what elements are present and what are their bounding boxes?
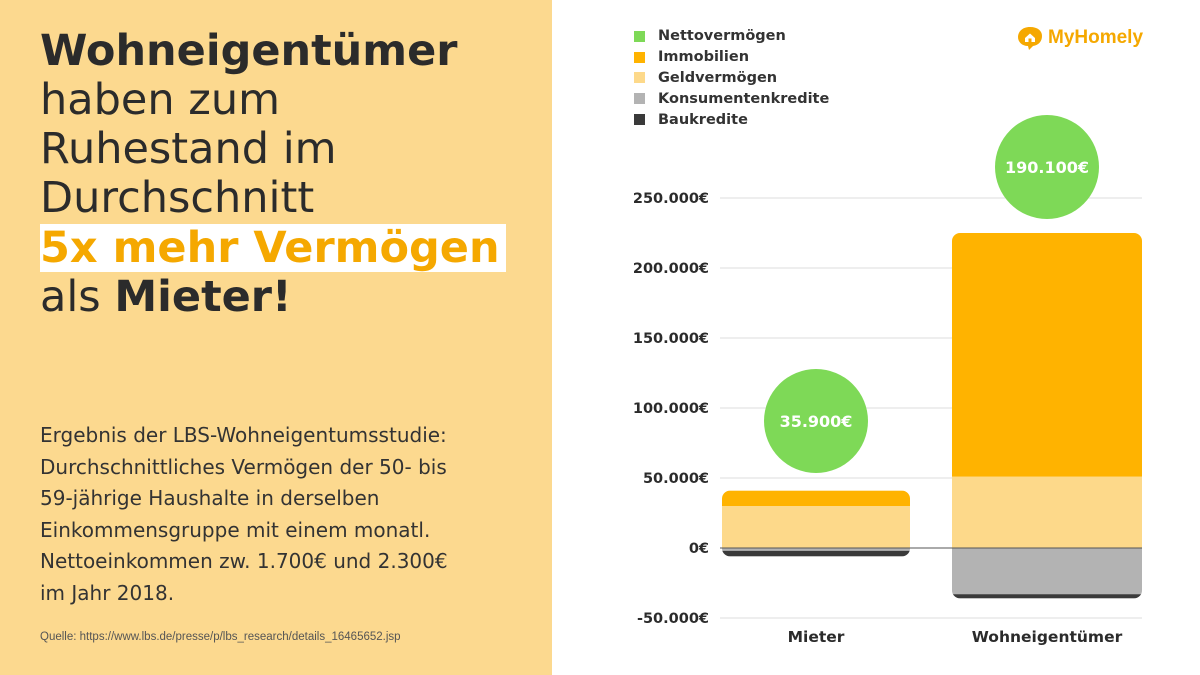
legend-item: Geldvermögen (634, 68, 829, 89)
headline: Wohneigentümer haben zum Ruhestand im Du… (40, 27, 540, 322)
legend-swatch (634, 114, 645, 126)
bar-stack (952, 233, 1142, 599)
legend-label: Baukredite (658, 111, 748, 128)
source-citation: Quelle: https://www.lbs.de/presse/p/lbs_… (40, 631, 401, 643)
body-line-2: Durchschnittliches Vermögen der 50- bis (40, 454, 447, 479)
body-line-6: im Jahr 2018. (40, 580, 175, 605)
bar-segment (952, 548, 1142, 595)
headline-line-1: Wohneigentümer (40, 26, 458, 76)
logo: MyHomely (1016, 25, 1143, 51)
chart-legend: Nettovermögen Immobilien Geldvermögen Konsu… (634, 26, 829, 130)
legend-item: Baukredite (634, 109, 829, 130)
headline-line-4: Durchschnitt (40, 173, 315, 223)
y-tick-label: 250.000€ (633, 191, 709, 207)
legend-label: Nettovermögen (658, 28, 786, 45)
net-bubble (995, 115, 1099, 219)
logo-text: MyHomely (1048, 27, 1144, 48)
net-bubble (764, 369, 868, 473)
y-tick-label: 0€ (689, 541, 709, 557)
legend-label: Geldvermögen (658, 69, 778, 86)
net-bubble-label: 190.100€ (1005, 158, 1089, 177)
body-line-4: Einkommensgruppe mit einem monatl. (40, 517, 431, 542)
bar-segment (722, 490, 910, 506)
study-description: Ergebnis der LBS-Wohneigentumsstudie: Du… (40, 420, 540, 609)
legend-swatch (634, 93, 645, 105)
headline-line-6: als Mieter! (40, 273, 540, 322)
bar-segment (722, 550, 910, 557)
y-tick-label: 200.000€ (633, 261, 709, 277)
body-line-5: Nettoeinkommen zw. 1.700€ und 2.300€ (40, 549, 448, 573)
bar-segment (952, 233, 1142, 477)
legend-item: Nettovermögen (634, 26, 829, 47)
net-bubble-label: 35.900€ (780, 412, 853, 431)
headline-line-3: Ruhestand im (40, 124, 337, 174)
headline-line-6-bold: Mieter! (114, 272, 292, 322)
legend-swatch (634, 51, 645, 63)
bar-segment (722, 548, 910, 551)
category-label: Wohneigentümer (972, 628, 1123, 646)
body-line-3: 59-jährige Haushalte in derselben (40, 486, 380, 510)
legend-label: Konsumentenkredite (658, 90, 830, 107)
legend-label: Immobilien (658, 49, 750, 66)
y-tick-label: -50.000€ (637, 611, 709, 627)
legend-item: Immobilien (634, 47, 829, 68)
legend-swatch (634, 72, 645, 84)
headline-highlight: 5x mehr Vermögen (40, 224, 506, 272)
bar-segment (722, 506, 910, 548)
left-panel: Wohneigentümer haben zum Ruhestand im Du… (0, 0, 552, 675)
category-label: Mieter (788, 628, 845, 646)
headline-line-2: haben zum (40, 75, 280, 125)
bar-segment (952, 594, 1142, 599)
house-bubble-icon (1018, 27, 1042, 50)
y-tick-label: 50.000€ (643, 471, 709, 487)
body-line-1: Ergebnis der LBS-Wohneigentumsstudie: (40, 423, 447, 447)
headline-line-6-prefix: als (40, 272, 115, 322)
y-tick-label: 100.000€ (633, 401, 709, 417)
bar-segment (952, 476, 1142, 548)
y-tick-label: 150.000€ (633, 331, 709, 347)
legend-item: Konsumentenkredite (634, 88, 829, 109)
legend-swatch (634, 30, 645, 42)
bar-stack (722, 490, 910, 557)
